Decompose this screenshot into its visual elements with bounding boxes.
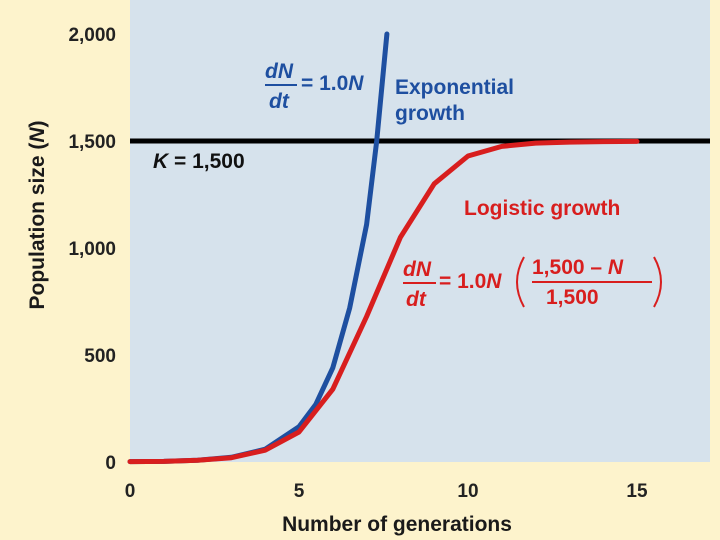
y-tick-label: 1,000 [68,239,116,260]
x-tick-label: 5 [294,481,305,502]
carrying-capacity-label: K = 1,500 [153,150,245,173]
log-eq-frac-denominator: 1,500 [546,286,599,309]
logistic-growth-line [127,138,640,465]
exponential-equation: dN dt = 1.0N [265,60,364,113]
exp-eq-rhs: = 1.0N [301,72,364,95]
x-axis-ticks: 0 5 10 15 [125,481,648,502]
log-eq-rhs: = 1.0N [439,270,502,293]
plot-area [130,0,710,462]
log-eq-frac-numerator: 1,500 – N [532,256,624,279]
x-tick-label: 10 [457,481,478,502]
exponential-growth-label-line2: growth [395,102,465,125]
exp-eq-numerator: dN [265,60,294,83]
y-axis-ticks: 0 500 1,000 1,500 2,000 [68,25,116,474]
y-axis-title: Population size (N) [26,120,49,309]
logistic-growth-label: Logistic growth [464,197,620,220]
log-eq-right-paren [653,256,662,308]
y-tick-label: 500 [84,346,116,367]
y-tick-label: 1,500 [68,132,116,153]
x-tick-label: 15 [626,481,648,502]
x-axis-title: Number of generations [282,513,512,536]
logistic-equation: dN dt = 1.0N 1,500 – N 1,500 [403,256,662,311]
log-eq-numerator: dN [403,258,432,281]
exponential-growth-label-line1: Exponential [395,76,514,99]
log-eq-left-paren [516,256,525,308]
y-tick-label: 0 [105,453,116,474]
exp-eq-denominator: dt [269,90,290,113]
log-eq-denominator: dt [406,288,427,311]
x-tick-label: 0 [125,481,136,502]
y-tick-label: 2,000 [68,25,116,46]
